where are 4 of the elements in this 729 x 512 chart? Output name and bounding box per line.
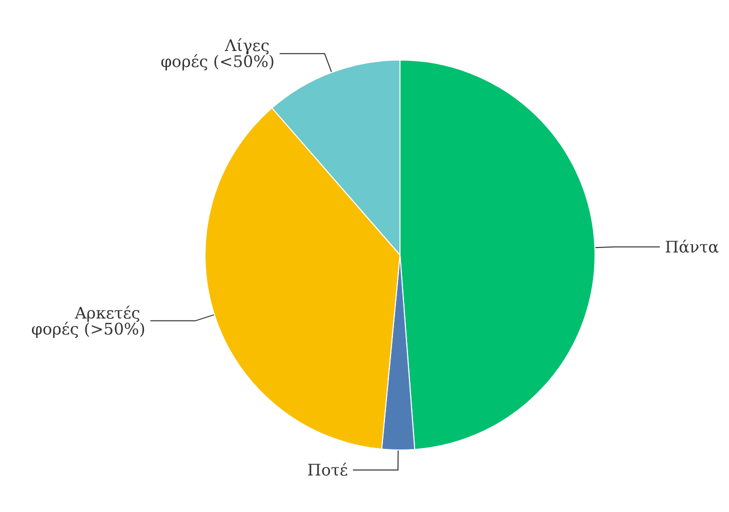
slice-label: Πάντα: [664, 237, 720, 256]
slice-label: Αρκετές φορές (>50%): [31, 303, 146, 338]
slice-label: Ποτέ: [307, 460, 348, 480]
slice-label: Λίγες φορές (<50%): [160, 36, 275, 72]
